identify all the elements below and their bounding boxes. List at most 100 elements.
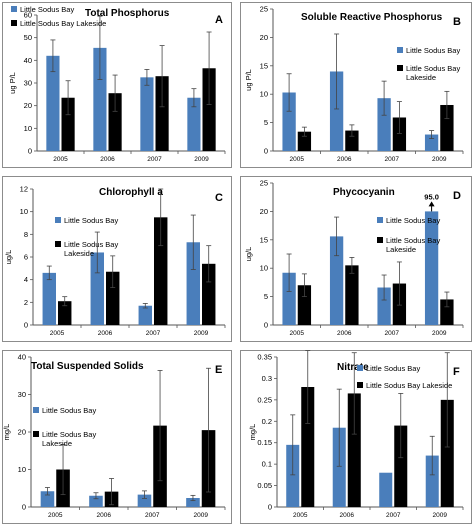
bar-lakeside	[392, 117, 407, 151]
y-tick-label: 4	[24, 275, 28, 284]
x-tick-label: 2007	[385, 156, 400, 163]
bar-lakeside	[297, 285, 312, 325]
bar-little-sodus-bay	[93, 47, 107, 151]
bar-little-sodus-bay	[90, 252, 104, 325]
x-tick-label: 2007	[386, 512, 401, 519]
annotation-label: 95.0	[424, 192, 439, 201]
y-tick-label: 0.35	[257, 353, 272, 362]
bar-lakeside	[297, 131, 312, 151]
panel-phycocyanin: 0 5 10 15 20 25 ug/L 2005 2006 2007 2009 95.0 Phycoc…	[240, 176, 472, 342]
bar-little-sodus-bay	[425, 455, 439, 507]
bar-lakeside	[345, 265, 359, 325]
legend-label: Little Sodus Bay	[20, 5, 74, 14]
legend-swatch	[11, 6, 17, 12]
bar-little-sodus-bay	[186, 498, 200, 507]
bar-little-sodus-bay	[424, 211, 439, 325]
y-tick-label: 2	[24, 298, 28, 307]
bar-lakeside	[347, 393, 361, 507]
x-tick-label: 2005	[50, 330, 65, 337]
bar-little-sodus-bay	[329, 236, 344, 325]
x-tick-label: 2006	[98, 330, 113, 337]
chart-svg: 0 0.05 0.1 0.15 0.2 0.25 0.3 0.35 mg/L 2005 2006 20…	[248, 350, 464, 519]
chart-title: Soluble Reactive Phosphorus	[301, 12, 443, 23]
y-tick-label: 30	[24, 79, 32, 88]
x-tick-label: 2005	[290, 156, 305, 163]
bar-little-sodus-bay	[89, 495, 103, 507]
legend-label: Little Sodus Bay Lakeside	[366, 381, 452, 390]
y-tick-label: 8	[24, 230, 28, 239]
chart-svg: 0 10 20 30 40 mg/L 2005 2006 2007 2009 Total Suspe…	[2, 353, 226, 519]
legend-label: Little Sodus Bay Lakeside	[386, 236, 440, 254]
y-tick-label: 20	[260, 33, 268, 42]
legend-swatch	[377, 237, 383, 243]
y-tick-label: 25	[260, 5, 268, 14]
chart-svg: 0 10 20 30 40 50 60 ug P/L 2005 2006 2007 2009 Total…	[8, 5, 226, 163]
legend-label: Little Sodus Bay	[366, 364, 420, 373]
x-tick-label: 2006	[337, 156, 352, 163]
x-tick-label: 2006	[337, 330, 352, 337]
x-tick-label: 2005	[290, 330, 305, 337]
panel-soluble-reactive-phosphorus: 0 5 10 15 20 25 ug P/L 2005 2006 2007 2009 Soluble …	[240, 2, 472, 168]
bar-lakeside	[394, 425, 408, 507]
y-tick-label: 20	[18, 428, 26, 437]
chart-title: Chlorophyll a	[99, 187, 163, 198]
bar-little-sodus-bay	[46, 55, 60, 151]
bar-little-sodus-bay	[377, 287, 391, 325]
y-axis-label: ug/L	[244, 247, 253, 262]
x-tick-label: 2009	[194, 330, 209, 337]
y-axis-label: mg/L	[248, 424, 257, 441]
chart-title: Nitrate	[337, 362, 369, 373]
panel-letter: F	[453, 366, 460, 378]
y-tick-label: 25	[260, 179, 268, 188]
x-tick-label: 2007	[385, 330, 400, 337]
bar-little-sodus-bay	[332, 427, 346, 507]
bar-lakeside	[58, 301, 72, 325]
bar-little-sodus-bay	[379, 472, 393, 507]
y-tick-label: 10	[260, 264, 268, 273]
bar-little-sodus-bay	[42, 272, 56, 325]
bar-lakeside	[202, 68, 216, 151]
y-axis-label: mg/L	[2, 424, 11, 441]
y-tick-label: 50	[24, 33, 32, 42]
bar-lakeside	[345, 130, 359, 151]
legend-label: Little Sodus Bay Lakeside	[42, 430, 96, 448]
legend-label: Little Sodus Bay	[42, 406, 96, 415]
chart-svg: 0 2 4 6 8 10 12 ug/L 2005 2006 2007 2009 Chlorophyll…	[4, 185, 226, 337]
legend-swatch	[55, 217, 61, 223]
y-tick-label: 5	[264, 292, 268, 301]
y-tick-label: 0.15	[257, 438, 272, 447]
y-tick-label: 0	[268, 503, 272, 512]
bar-lakeside	[106, 271, 120, 325]
y-tick-label: 0	[28, 147, 32, 156]
y-tick-label: 20	[24, 101, 32, 110]
legend-swatch	[33, 431, 39, 437]
y-tick-label: 40	[18, 353, 26, 362]
y-tick-label: 0.25	[257, 395, 272, 404]
bar-little-sodus-bay	[138, 305, 152, 325]
chart-title: Total Suspended Solids	[31, 361, 144, 372]
y-tick-label: 0	[24, 321, 28, 330]
y-tick-label: 15	[260, 235, 268, 244]
y-tick-label: 10	[24, 124, 32, 133]
y-axis-label: ug P/L	[244, 69, 253, 91]
y-tick-label: 0	[264, 321, 268, 330]
panel-letter: A	[215, 14, 223, 26]
y-axis-label: ug P/L	[8, 72, 17, 94]
legend-label: Little Sodus Bay	[406, 46, 460, 55]
bar-lakeside	[202, 263, 216, 325]
panel-letter: B	[453, 16, 461, 28]
panel-letter: C	[215, 192, 223, 204]
bar-lakeside	[440, 299, 454, 325]
y-tick-label: 0.1	[262, 460, 272, 469]
y-tick-label: 10	[18, 465, 26, 474]
bar-little-sodus-bay	[187, 97, 201, 151]
panel-total-phosphorus: 0 10 20 30 40 50 60 ug P/L 2005 2006 2007 2009 Total…	[2, 2, 232, 168]
chart-svg: 0 5 10 15 20 25 ug/L 2005 2006 2007 2009 95.0 Phycoc…	[244, 179, 464, 337]
legend-label: Little Sodus Bay	[386, 216, 440, 225]
y-tick-label: 12	[20, 185, 28, 194]
panel-chlorophyll-a: 0 2 4 6 8 10 12 ug/L 2005 2006 2007 2009 Chlorophyll…	[2, 176, 232, 342]
panel-letter: E	[215, 364, 222, 376]
legend-label: Little Sodus Bay Lakeside	[64, 240, 118, 258]
chart-svg: 0 5 10 15 20 25 ug P/L 2005 2006 2007 2009 Soluble …	[244, 5, 464, 163]
